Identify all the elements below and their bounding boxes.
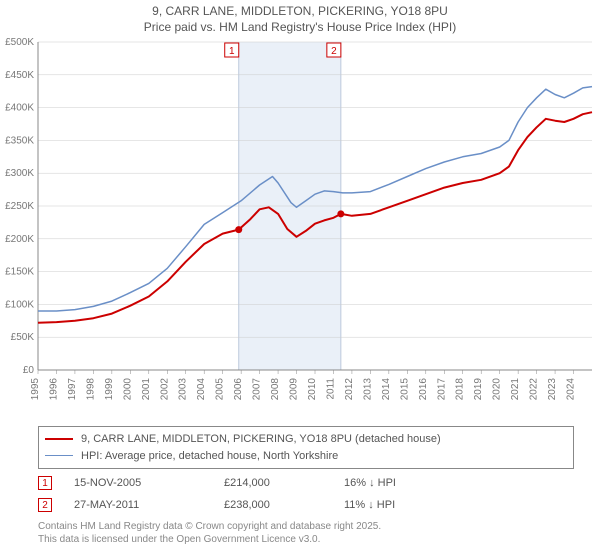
svg-text:£100K: £100K <box>5 299 34 310</box>
title-line-1: 9, CARR LANE, MIDDLETON, PICKERING, YO18… <box>0 4 600 20</box>
svg-text:2003: 2003 <box>178 378 189 401</box>
sale-price: £238,000 <box>224 499 344 511</box>
svg-text:1999: 1999 <box>104 378 115 401</box>
svg-text:£450K: £450K <box>5 70 34 81</box>
sale-marker-icon: 2 <box>38 498 52 512</box>
svg-text:1997: 1997 <box>67 378 78 401</box>
svg-text:2022: 2022 <box>529 378 540 401</box>
svg-text:2002: 2002 <box>159 378 170 401</box>
svg-text:2008: 2008 <box>270 378 281 401</box>
svg-text:£200K: £200K <box>5 234 34 245</box>
legend-swatch <box>45 455 73 456</box>
svg-text:2024: 2024 <box>566 378 577 401</box>
svg-text:2005: 2005 <box>215 378 226 401</box>
sale-marker-icon: 1 <box>38 476 52 490</box>
sale-row: 1 15-NOV-2005£214,00016% ↓ HPI <box>38 472 464 494</box>
svg-text:2023: 2023 <box>547 378 558 401</box>
sale-row: 2 27-MAY-2011£238,00011% ↓ HPI <box>38 494 464 516</box>
svg-text:2: 2 <box>331 46 337 57</box>
sale-date: 27-MAY-2011 <box>74 499 224 511</box>
svg-text:2014: 2014 <box>381 378 392 401</box>
footer-line-1: Contains HM Land Registry data © Crown c… <box>38 520 381 533</box>
svg-text:£350K: £350K <box>5 135 34 146</box>
svg-text:2007: 2007 <box>252 378 263 401</box>
legend-label: 9, CARR LANE, MIDDLETON, PICKERING, YO18… <box>81 431 441 448</box>
svg-text:2000: 2000 <box>122 378 133 401</box>
svg-text:2011: 2011 <box>325 378 336 400</box>
svg-text:2013: 2013 <box>362 378 373 401</box>
attribution-footer: Contains HM Land Registry data © Crown c… <box>38 520 381 546</box>
svg-text:£250K: £250K <box>5 201 34 212</box>
svg-text:2001: 2001 <box>141 378 152 401</box>
svg-text:2018: 2018 <box>455 378 466 401</box>
svg-text:1995: 1995 <box>30 378 41 401</box>
svg-text:£50K: £50K <box>11 332 35 343</box>
chart-svg: £0 £50K £100K £150K £200K £250K £300K £350K £400… <box>0 38 600 418</box>
svg-text:2021: 2021 <box>510 378 521 401</box>
sales-table: 1 15-NOV-2005£214,00016% ↓ HPI 2 27-MAY-201… <box>38 472 464 516</box>
sale-delta: 16% ↓ HPI <box>344 477 464 489</box>
svg-text:£0: £0 <box>23 365 35 376</box>
svg-text:2017: 2017 <box>436 378 447 401</box>
svg-text:£150K: £150K <box>5 267 34 278</box>
svg-text:£400K: £400K <box>5 103 34 114</box>
legend-row-hpi: HPI: Average price, detached house, Nort… <box>45 448 567 465</box>
title-line-2: Price paid vs. HM Land Registry's House … <box>0 20 600 36</box>
sale-delta: 11% ↓ HPI <box>344 499 464 511</box>
price-chart: £0 £50K £100K £150K £200K £250K £300K £350K £400… <box>0 38 600 418</box>
svg-text:2009: 2009 <box>289 378 300 401</box>
svg-text:2012: 2012 <box>344 378 355 401</box>
legend-label: HPI: Average price, detached house, Nort… <box>81 448 338 465</box>
sale-date: 15-NOV-2005 <box>74 477 224 489</box>
svg-text:2015: 2015 <box>399 378 410 401</box>
svg-text:£500K: £500K <box>5 38 34 48</box>
svg-text:1: 1 <box>229 46 235 57</box>
svg-text:2006: 2006 <box>233 378 244 401</box>
legend-row-price_paid: 9, CARR LANE, MIDDLETON, PICKERING, YO18… <box>45 431 567 448</box>
svg-text:2019: 2019 <box>473 378 484 401</box>
svg-text:1998: 1998 <box>85 378 96 401</box>
legend-swatch <box>45 438 73 440</box>
svg-text:2016: 2016 <box>418 378 429 401</box>
svg-text:1996: 1996 <box>48 378 59 401</box>
sale-price: £214,000 <box>224 477 344 489</box>
svg-text:2004: 2004 <box>196 378 207 401</box>
svg-text:£300K: £300K <box>5 168 34 179</box>
footer-line-2: This data is licensed under the Open Gov… <box>38 533 381 546</box>
svg-text:2020: 2020 <box>492 378 503 401</box>
svg-text:2010: 2010 <box>307 378 318 401</box>
legend-box: 9, CARR LANE, MIDDLETON, PICKERING, YO18… <box>38 426 574 469</box>
chart-title: 9, CARR LANE, MIDDLETON, PICKERING, YO18… <box>0 0 600 35</box>
